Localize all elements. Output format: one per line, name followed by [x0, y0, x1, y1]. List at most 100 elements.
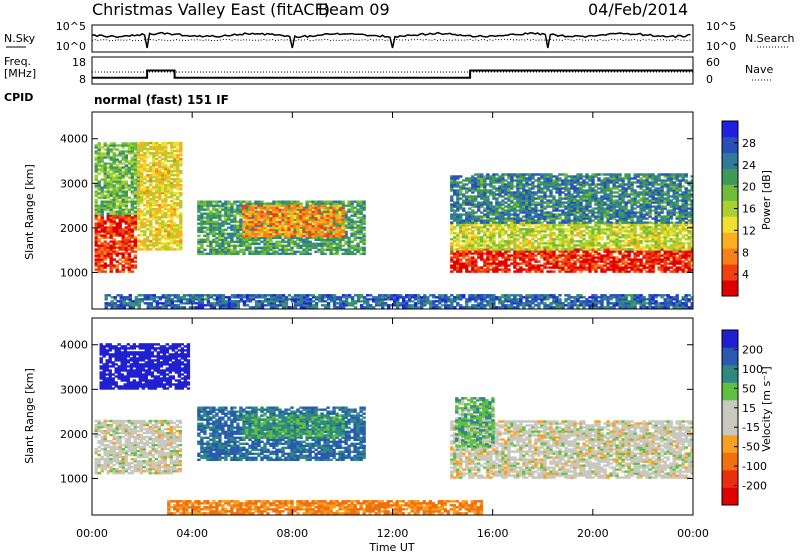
heatmap-cell [296, 220, 300, 224]
heatmap-cell [362, 236, 366, 239]
heatmap-cell [341, 252, 345, 255]
heatmap-cell [133, 196, 137, 199]
heatmap-cell [305, 212, 309, 216]
heatmap-cell [558, 234, 562, 237]
heatmap-cell [155, 216, 159, 219]
heatmap-cell [118, 196, 122, 199]
heatmap-cell [317, 224, 321, 228]
heatmap-cell [97, 254, 101, 257]
heatmap-cell [140, 194, 144, 197]
heatmap-cell [311, 218, 315, 222]
heatmap-cell [468, 256, 472, 259]
heatmap-cell [161, 202, 165, 205]
heatmap-cell [474, 294, 478, 297]
heatmap-cell [681, 256, 685, 259]
heatmap-cell [263, 208, 267, 212]
heatmap-cell [121, 144, 125, 147]
heatmap-cell [97, 148, 101, 151]
heatmap-cell [179, 157, 183, 161]
heatmap-cell [308, 298, 313, 301]
heatmap-cell [498, 250, 502, 253]
heatmap-cell [155, 174, 159, 177]
heatmap-cell [140, 190, 144, 193]
heatmap-cell [158, 234, 162, 237]
heatmap-cell [121, 244, 125, 247]
heatmap-cell [209, 200, 213, 203]
heatmap-cell [651, 254, 655, 257]
heatmap-cell [272, 206, 276, 210]
heatmap-cell [106, 228, 110, 231]
heatmap-cell [272, 212, 276, 216]
heatmap-cell [133, 170, 137, 173]
heatmap-cell [206, 222, 210, 225]
heatmap-cell [528, 260, 532, 263]
heatmap-cell [221, 296, 226, 299]
heatmap-cell [94, 216, 98, 219]
heatmap-cell [486, 244, 490, 247]
heatmap-cell [332, 234, 336, 238]
heatmap-cell [266, 240, 270, 243]
heatmap-cell [106, 212, 110, 215]
heatmap-cell [140, 214, 144, 217]
heatmap-cell [564, 258, 568, 261]
heatmap-cell [100, 220, 104, 223]
heatmap-cell [200, 230, 204, 233]
heatmap-cell [555, 224, 559, 227]
heatmap-cell [221, 228, 225, 231]
heatmap-cell [582, 266, 586, 269]
heatmap-cell [173, 228, 177, 231]
heatmap-cell [149, 220, 153, 223]
heatmap-cell [94, 234, 98, 237]
heatmap-cell [97, 172, 101, 175]
heatmap-cell [474, 248, 478, 251]
heatmap-cell [218, 306, 223, 309]
heatmap-cell [591, 244, 595, 247]
heatmap-cell [112, 218, 116, 221]
heatmap-cell [570, 250, 574, 253]
heatmap-cell [100, 160, 104, 163]
heatmap-cell [176, 224, 180, 227]
heatmap-cell [561, 232, 565, 235]
heatmap-cell [269, 230, 273, 234]
heatmap-cell [209, 296, 214, 299]
heatmap-cell [227, 244, 231, 247]
heatmap-cell [372, 296, 376, 299]
heatmap-cell [130, 244, 134, 247]
heatmap-cell [127, 230, 131, 233]
heatmap-cell [513, 242, 517, 245]
heatmap-cell [474, 306, 478, 309]
heatmap-cell [106, 264, 110, 267]
heatmap-cell [161, 190, 165, 193]
heatmap-cell [100, 166, 104, 169]
heatmap-cell [224, 238, 228, 241]
heatmap-cell [633, 252, 637, 255]
heatmap-cell [341, 236, 345, 239]
heatmap-cell [269, 236, 273, 239]
heatmap-cell [486, 260, 490, 263]
heatmap-cell [127, 248, 131, 251]
heatmap-cell [158, 248, 162, 251]
heatmap-cell [483, 224, 487, 227]
heatmap-cell [239, 220, 243, 223]
heatmap-cell [338, 230, 342, 234]
heatmap-cell [155, 147, 159, 151]
heatmap-cell [239, 234, 243, 237]
heatmap-cell [495, 228, 499, 231]
heatmap-cell [137, 192, 141, 195]
heatmap-cell [251, 242, 255, 245]
heatmap-cell [194, 296, 199, 299]
heatmap-cell [468, 224, 472, 227]
heatmap-cell [170, 230, 174, 233]
heatmap-cell [281, 246, 285, 249]
heatmap-cell [103, 184, 107, 187]
heatmap-cell [441, 304, 445, 307]
heatmap-cell [164, 194, 168, 197]
heatmap-cell [106, 250, 110, 253]
heatmap-cell [519, 230, 523, 233]
heatmap-cell [167, 216, 171, 219]
heatmap-cell [323, 226, 327, 230]
heatmap-cell [97, 264, 101, 267]
heatmap-cell [121, 202, 125, 205]
heatmap-cell [140, 212, 144, 215]
heatmap-cell [510, 226, 514, 229]
